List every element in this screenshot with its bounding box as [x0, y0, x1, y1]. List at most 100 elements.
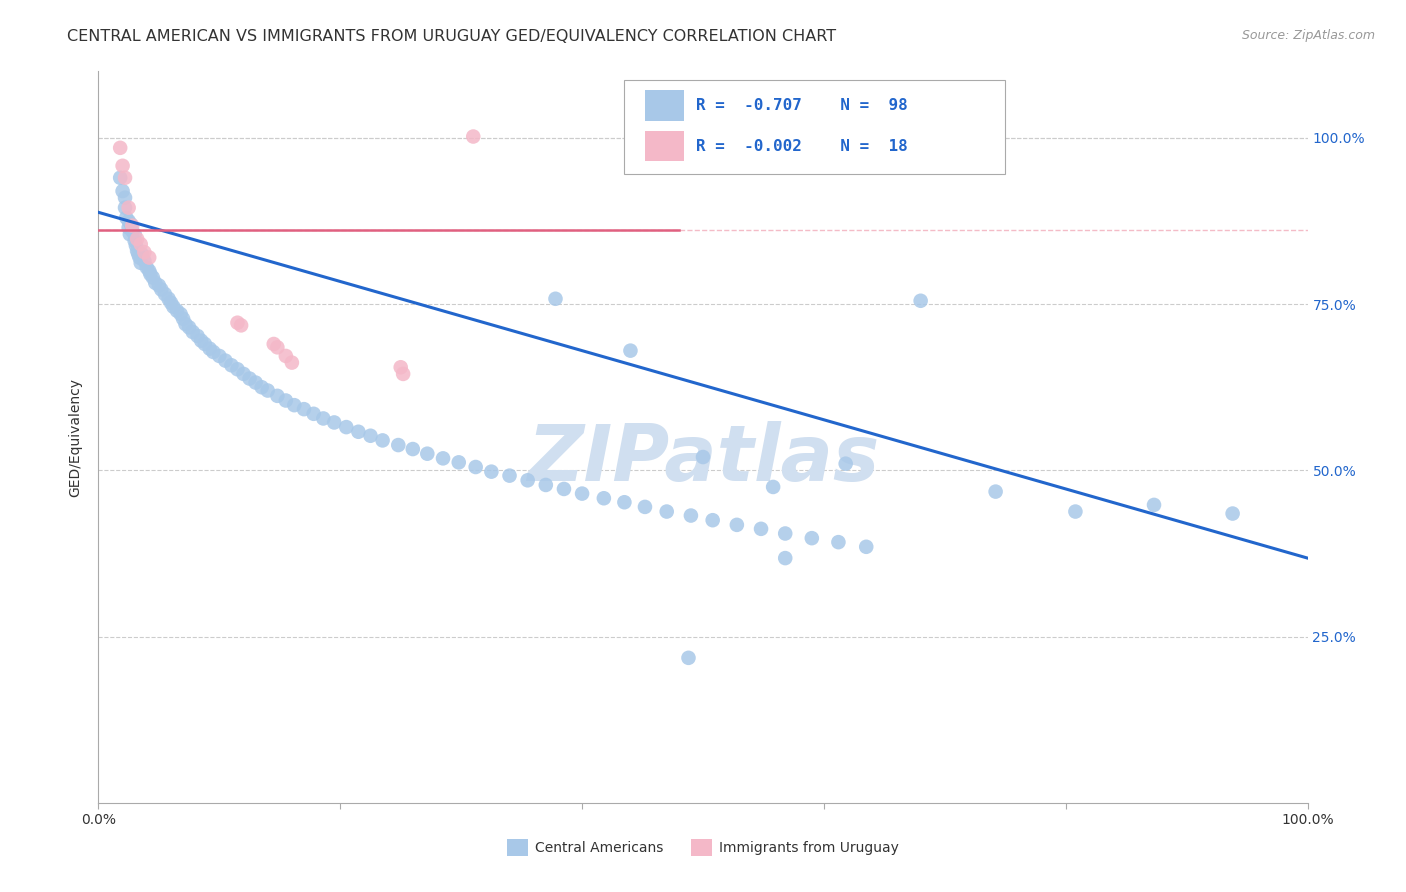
Point [150, 283, 173, 297]
Point [124, 234, 146, 248]
Point [114, 170, 136, 185]
Point [190, 334, 212, 348]
Point [214, 353, 236, 368]
FancyBboxPatch shape [645, 90, 683, 121]
Point [166, 303, 188, 318]
FancyBboxPatch shape [645, 131, 683, 161]
Point [498, 468, 520, 483]
Point [118, 220, 141, 235]
Point [134, 245, 156, 260]
Point [463, 129, 485, 144]
Point [800, 531, 823, 545]
Point [111, 184, 134, 198]
Point [464, 460, 486, 475]
Point [162, 300, 184, 314]
Point [360, 429, 382, 443]
Point [702, 513, 724, 527]
Point [118, 201, 141, 215]
Point [169, 307, 191, 321]
Point [128, 251, 150, 265]
Point [678, 650, 700, 665]
Point [181, 325, 204, 339]
Point [108, 141, 131, 155]
Point [613, 495, 636, 509]
Point [138, 251, 160, 265]
Point [135, 260, 157, 275]
Point [389, 360, 412, 375]
Text: Source: ZipAtlas.com: Source: ZipAtlas.com [1241, 29, 1375, 42]
Point [108, 170, 131, 185]
Point [834, 457, 856, 471]
Point [111, 159, 134, 173]
Point [762, 480, 785, 494]
Point [855, 540, 877, 554]
Point [245, 376, 267, 390]
Point [115, 211, 138, 225]
Point [202, 345, 225, 359]
Point [292, 402, 315, 417]
Point [127, 244, 149, 258]
Point [283, 398, 305, 412]
Point [138, 264, 160, 278]
Point [274, 393, 297, 408]
Point [187, 329, 209, 343]
Point [544, 292, 567, 306]
Point [392, 367, 415, 381]
Text: R =  -0.707    N =  98: R = -0.707 N = 98 [696, 98, 907, 113]
Point [157, 292, 180, 306]
Text: CENTRAL AMERICAN VS IMMIGRANTS FROM URUGUAY GED/EQUIVALENCY CORRELATION CHART: CENTRAL AMERICAN VS IMMIGRANTS FROM URUG… [67, 29, 837, 44]
Point [335, 420, 357, 434]
Point [142, 270, 165, 285]
Point [229, 318, 252, 333]
Point [198, 342, 221, 356]
Point [160, 295, 183, 310]
Point [773, 526, 796, 541]
Point [194, 337, 217, 351]
Point [302, 407, 325, 421]
Point [120, 217, 142, 231]
Point [371, 434, 394, 448]
Point [208, 349, 231, 363]
Point [534, 478, 557, 492]
Point [773, 551, 796, 566]
Point [174, 317, 197, 331]
Point [131, 247, 153, 261]
Point [347, 425, 370, 439]
FancyBboxPatch shape [624, 80, 1005, 174]
Point [250, 380, 273, 394]
Point [121, 219, 143, 233]
Point [655, 504, 678, 518]
Point [553, 482, 575, 496]
Point [221, 358, 243, 372]
Point [281, 356, 304, 370]
Point [910, 293, 932, 308]
Point [679, 508, 702, 523]
Point [416, 447, 439, 461]
Point [592, 491, 614, 506]
Point [387, 438, 409, 452]
Point [432, 451, 454, 466]
Point [749, 522, 772, 536]
Point [134, 253, 156, 268]
Y-axis label: GED/Equivalency: GED/Equivalency [69, 377, 83, 497]
Point [139, 267, 162, 281]
Point [984, 484, 1007, 499]
Point [725, 517, 748, 532]
Point [447, 455, 470, 469]
Text: R =  -0.002    N =  18: R = -0.002 N = 18 [696, 138, 907, 153]
Point [118, 227, 141, 242]
Point [124, 227, 146, 242]
Point [114, 191, 136, 205]
Point [129, 237, 152, 252]
Point [239, 371, 262, 385]
Point [312, 411, 335, 425]
Legend: Central Americans, Immigrants from Uruguay: Central Americans, Immigrants from Urugu… [502, 834, 904, 862]
Point [481, 465, 503, 479]
Point [226, 316, 249, 330]
Point [226, 362, 249, 376]
Text: ZIPatlas: ZIPatlas [527, 421, 879, 497]
Point [127, 247, 149, 261]
Point [127, 232, 149, 246]
Point [1064, 504, 1087, 518]
Point [619, 343, 641, 358]
